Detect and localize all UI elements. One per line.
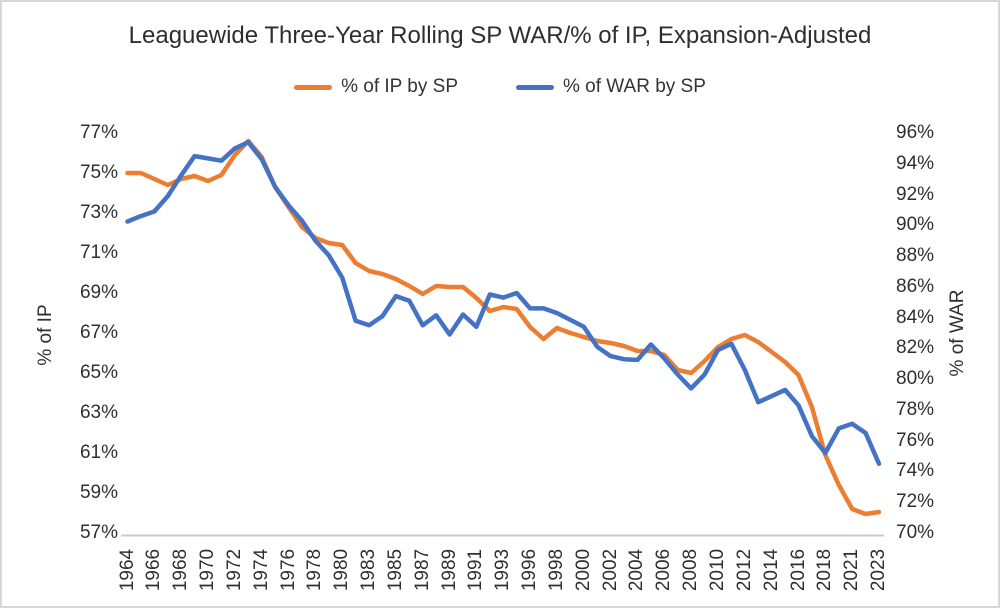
left-y-tick-label: 73%: [79, 202, 118, 223]
x-tick-label: 1964: [116, 548, 138, 592]
right-y-tick-label: 70%: [896, 522, 935, 543]
x-tick-label: 1966: [143, 548, 165, 592]
right-y-tick-label: 92%: [896, 183, 935, 205]
x-tick-label: 2010: [706, 548, 728, 592]
x-tick-label: 2002: [599, 548, 621, 592]
left-y-tick-label: 67%: [79, 322, 118, 343]
legend: % of IP by SP % of WAR by SP: [2, 76, 998, 98]
x-tick-label: 1980: [331, 548, 353, 592]
left-y-tick-label: 65%: [79, 362, 118, 383]
x-tick-label: 1968: [170, 548, 192, 592]
x-tick-label: 1998: [545, 548, 567, 592]
right-y-tick-label: 74%: [896, 460, 935, 482]
x-tick-label: 2004: [626, 548, 648, 592]
right-y-tick-label: 72%: [896, 491, 935, 513]
x-tick-label: 1985: [384, 548, 406, 592]
x-tick-label: 2018: [814, 548, 836, 592]
x-tick-label: 1974: [250, 548, 272, 592]
x-tick-label: 1993: [492, 548, 514, 592]
x-tick-label: 2006: [653, 548, 675, 592]
left-axis-title: % of IP: [35, 304, 56, 366]
chart-title: Leaguewide Three-Year Rolling SP WAR/% o…: [128, 22, 872, 49]
right-y-tick-label: 80%: [896, 368, 935, 390]
x-tick-label: 2000: [572, 548, 594, 592]
x-tick-label: 1972: [223, 548, 245, 592]
right-y-tick-label: 90%: [896, 214, 935, 236]
right-y-tick-label: 94%: [896, 152, 935, 174]
x-tick-label: 1996: [519, 548, 541, 592]
right-y-tick-label: 82%: [896, 337, 935, 359]
x-tick-label: 2012: [733, 548, 755, 592]
left-y-tick-label: 77%: [79, 122, 118, 143]
legend-item-ip: % of IP by SP: [294, 76, 458, 98]
x-tick-label: 1976: [277, 548, 299, 592]
x-tick-label: 1991: [465, 548, 487, 592]
right-y-tick-label: 86%: [896, 275, 935, 297]
left-y-tick-label: 63%: [79, 402, 118, 423]
legend-item-war: % of WAR by SP: [516, 76, 706, 98]
x-tick-label: 1978: [304, 548, 326, 592]
left-y-tick-label: 61%: [79, 442, 118, 463]
series-line-war-by-sp: [125, 139, 882, 467]
x-tick-label: 1987: [411, 548, 433, 592]
right-y-tick-label: 84%: [896, 306, 935, 328]
x-tick-label: 2016: [787, 548, 809, 592]
right-y-tick-label: 76%: [896, 429, 935, 451]
x-tick-label: 2023: [868, 548, 890, 592]
legend-swatch-war: [516, 84, 554, 90]
legend-label-ip: % of IP by SP: [341, 76, 458, 97]
right-y-tick-label: 88%: [896, 245, 935, 267]
left-y-tick-label: 75%: [79, 162, 118, 183]
x-tick-label: 1970: [197, 548, 219, 592]
right-y-tick-label: 96%: [896, 122, 935, 143]
legend-swatch-ip: [294, 84, 333, 90]
x-tick-label: 2008: [680, 548, 702, 592]
x-tick-label: 1983: [358, 548, 380, 592]
left-y-tick-label: 69%: [79, 282, 118, 303]
left-y-tick-label: 59%: [79, 482, 118, 503]
left-y-tick-label: 71%: [79, 242, 118, 263]
series-line-ip-by-sp: [125, 138, 882, 517]
left-y-tick-label: 57%: [79, 522, 118, 543]
right-y-tick-label: 78%: [896, 398, 935, 420]
x-tick-label: 2014: [760, 548, 782, 592]
legend-label-war: % of WAR by SP: [563, 76, 706, 97]
x-tick-label: 1989: [438, 548, 460, 592]
x-tick-label: 2021: [841, 548, 863, 592]
